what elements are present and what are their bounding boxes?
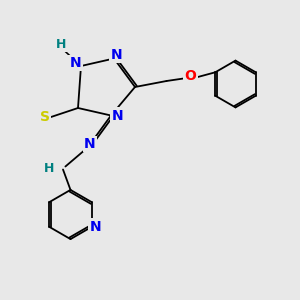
Text: H: H <box>44 161 55 175</box>
Text: N: N <box>70 56 81 70</box>
Text: N: N <box>84 137 96 151</box>
Text: S: S <box>40 110 50 124</box>
Text: N: N <box>112 109 123 122</box>
Text: N: N <box>90 220 101 234</box>
Text: N: N <box>111 48 122 62</box>
Text: O: O <box>184 70 196 83</box>
Text: H: H <box>56 38 67 51</box>
